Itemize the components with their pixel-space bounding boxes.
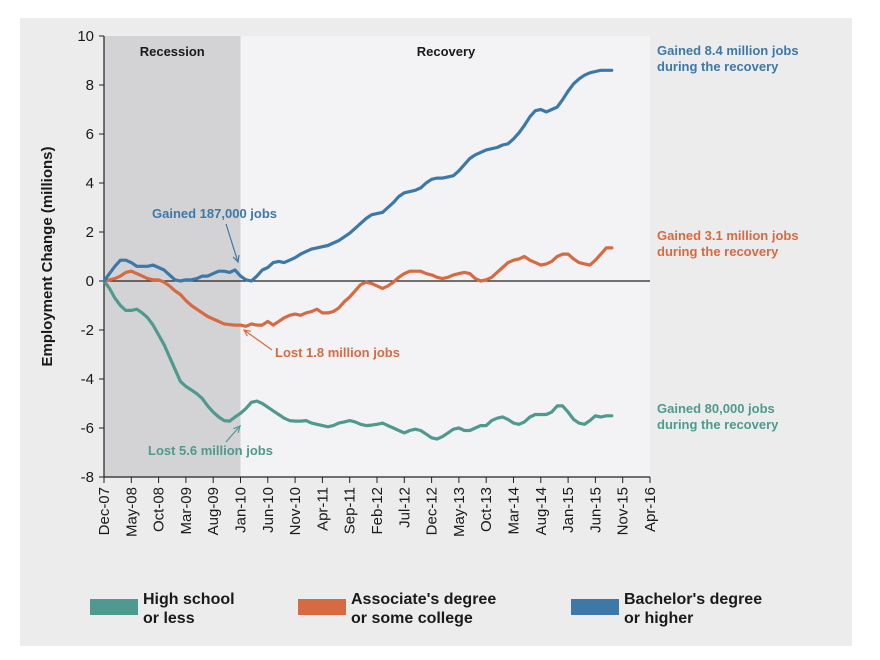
- legend-label-line: or higher: [624, 610, 693, 627]
- x-tick-label: Dec-12: [424, 487, 441, 535]
- y-tick-label: 6: [86, 126, 94, 143]
- legend-swatch: [571, 599, 619, 615]
- y-tick-label: -6: [81, 420, 94, 437]
- y-tick-label: 8: [86, 77, 94, 94]
- legend-label-line: or less: [143, 610, 195, 627]
- legend-label-line: or some college: [351, 610, 473, 627]
- recovery-label: Recovery: [417, 44, 476, 59]
- annotation-arrowhead: [232, 254, 240, 264]
- annotation-label: Lost 5.6 million jobs: [148, 443, 273, 458]
- end-label-line: during the recovery: [657, 417, 779, 432]
- legend-label-line: Bachelor's degree: [624, 591, 762, 608]
- recession-band: [104, 36, 241, 477]
- series-line-0: [102, 279, 614, 441]
- x-tick-label: Apr-16: [642, 487, 659, 532]
- y-tick-label: 2: [86, 224, 94, 241]
- x-tick-label: Jan-15: [560, 487, 577, 533]
- series-line-2: [102, 68, 614, 283]
- y-tick-label: 4: [86, 175, 94, 192]
- x-tick-label: Apr-11: [314, 487, 331, 531]
- series-line-1: [102, 246, 614, 328]
- legend-swatch: [298, 599, 346, 615]
- x-tick-label: Jun-10: [260, 487, 277, 533]
- annotation-label: Gained 187,000 jobs: [152, 206, 277, 221]
- legend-label-line: Associate's degree: [351, 591, 496, 608]
- y-tick-label: 10: [77, 28, 94, 45]
- annotation-arrowhead: [233, 424, 241, 433]
- y-tick-label: -4: [81, 371, 94, 388]
- recession-label: Recession: [140, 44, 205, 59]
- end-label-line: Gained 3.1 million jobs: [657, 228, 799, 243]
- x-tick-label: Jan-10: [233, 487, 250, 533]
- x-tick-label: Dec-07: [96, 487, 113, 535]
- annotation-arrow: [225, 425, 241, 443]
- legend-swatch: [90, 599, 138, 615]
- y-tick-label: -8: [81, 469, 94, 486]
- end-label-line: during the recovery: [657, 59, 779, 74]
- x-tick-label: May-13: [451, 487, 468, 537]
- x-tick-label: Aug-14: [533, 487, 550, 535]
- y-tick-label: -2: [81, 322, 94, 339]
- x-tick-label: Jun-15: [587, 487, 604, 533]
- annotation-arrow: [243, 329, 273, 351]
- y-tick-label: 0: [86, 273, 94, 290]
- x-tick-label: May-08: [123, 487, 140, 537]
- annotation-label: Lost 1.8 million jobs: [275, 345, 400, 360]
- x-tick-label: Nov-15: [615, 487, 632, 535]
- x-tick-label: Feb-12: [369, 487, 386, 535]
- end-label-line: during the recovery: [657, 244, 779, 259]
- x-tick-label: Mar-09: [178, 487, 195, 535]
- x-tick-label: Jul-12: [396, 487, 413, 528]
- x-tick-label: Oct-13: [478, 487, 495, 532]
- end-label-line: Gained 8.4 million jobs: [657, 43, 799, 58]
- x-tick-label: Sep-11: [342, 487, 359, 534]
- x-tick-label: Nov-10: [287, 487, 304, 535]
- annotation-arrowhead: [242, 329, 252, 337]
- x-tick-label: Oct-08: [151, 487, 168, 532]
- legend-label-line: High school: [143, 591, 235, 608]
- x-tick-label: Mar-14: [506, 487, 523, 535]
- annotation-arrow: [225, 223, 239, 263]
- x-tick-label: Aug-09: [205, 487, 222, 535]
- end-label-line: Gained 80,000 jobs: [657, 401, 775, 416]
- y-axis-title: Employment Change (millions): [39, 146, 56, 366]
